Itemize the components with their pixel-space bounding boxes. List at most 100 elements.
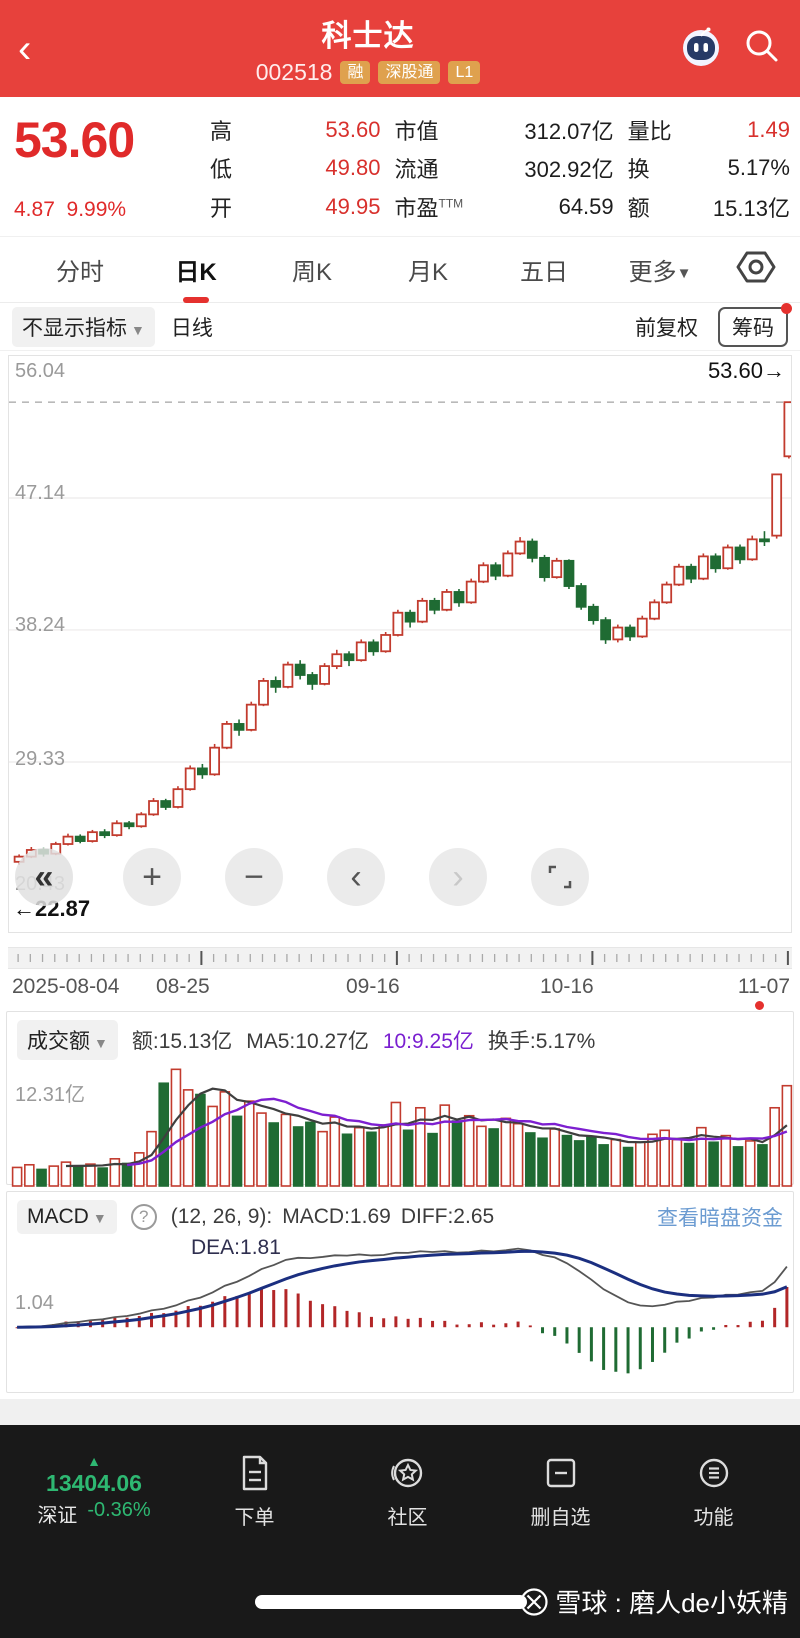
stat-value: 1.49	[747, 117, 790, 143]
macd-svg	[15, 1247, 789, 1374]
stat-label: 市值	[394, 119, 439, 145]
chevron-down-icon: ▼	[131, 321, 145, 338]
pan-right-button[interactable]: ›	[429, 848, 487, 906]
axis-grid-label: 29.33	[15, 748, 66, 770]
menu-circle-icon	[699, 1458, 728, 1487]
nav-item-place-order[interactable]: 下单	[178, 1453, 331, 1530]
stat-value: 15.13亿	[712, 195, 790, 221]
diff-value: DIFF:2.65	[400, 1205, 495, 1228]
index-name: 深证	[37, 1505, 78, 1527]
stat-value: 49.80	[325, 155, 381, 181]
indicator-dropdown[interactable]: 不显示指标 ▼	[12, 306, 155, 347]
date-axis: 2025-08-04 08-25 09-16 10-16 11-07	[8, 969, 792, 1010]
stat-value: 302.92亿	[524, 157, 614, 183]
volume-svg	[11, 1068, 793, 1187]
adjust-mode-button[interactable]: 前复权	[635, 316, 698, 340]
volume-ma5: MA5:10.27亿	[246, 1030, 369, 1053]
period-label: 日线	[170, 316, 213, 340]
volume-indicator-dropdown[interactable]: 成交额 ▼	[17, 1020, 118, 1060]
macd-indicator-dropdown[interactable]: MACD ▼	[17, 1200, 117, 1234]
zoom-out-button[interactable]: −	[225, 848, 283, 906]
assistant-robot-icon[interactable]	[678, 23, 724, 74]
pan-left-button[interactable]: ‹	[327, 848, 385, 906]
date-label: 08-25	[156, 975, 210, 998]
volume-axis-label: 12.31亿	[15, 1084, 86, 1106]
index-change: -0.36%	[87, 1499, 151, 1521]
tab-five-day[interactable]: 五日	[520, 259, 568, 286]
current-price-label: 53.60→	[707, 358, 785, 383]
app-header: ‹ 科士达 002518 融 深股通 L1	[0, 0, 800, 97]
axis-grid-label: 38.24	[15, 614, 66, 636]
stat-label: 流通	[394, 157, 439, 183]
stat-value: 5.17%	[727, 155, 790, 181]
help-icon[interactable]: ?	[130, 1204, 157, 1230]
section-divider	[0, 1399, 800, 1425]
connect-badge: 深股通	[378, 60, 441, 85]
home-indicator[interactable]	[255, 1595, 527, 1609]
date-label: 09-16	[346, 975, 400, 998]
quote-summary: 53.60 4.87 9.99% 高 53.60 市值 312.07亿 量比 1.49…	[0, 97, 800, 237]
order-document-icon	[242, 1455, 267, 1490]
axis-max-label: 56.04	[15, 360, 66, 382]
stat-label: 高	[210, 119, 233, 145]
fullscreen-icon	[548, 865, 572, 889]
nav-item-community[interactable]: 社区	[331, 1453, 484, 1530]
header-title-block: 科士达 002518 融 深股通 L1	[58, 11, 678, 86]
zoom-in-button[interactable]: +	[123, 848, 181, 906]
latest-date-dot	[755, 1001, 764, 1010]
watermark: 雪球 : 磨人de小妖精	[519, 1583, 788, 1620]
xueqiu-logo-icon	[520, 1587, 549, 1616]
chip-distribution-button[interactable]: 筹码	[718, 302, 792, 347]
back-icon[interactable]: ‹	[18, 26, 32, 71]
fullscreen-button[interactable]	[531, 848, 589, 906]
index-value: 13404.06	[46, 1470, 142, 1496]
macd-value: MACD:1.69	[282, 1205, 391, 1228]
turnover-rate: 换手:5.17%	[487, 1030, 596, 1053]
tab-monthly-k[interactable]: 月K	[407, 259, 448, 286]
chevron-down-icon: ▼	[94, 1035, 108, 1051]
stat-label: 换	[627, 157, 650, 183]
level-badge: L1	[448, 60, 481, 85]
macd-axis-label: 1.04	[15, 1292, 54, 1314]
date-label: 10-16	[540, 975, 594, 998]
bottom-nav: ▲ 13404.06 深证 -0.36% 下单 社区 删自选	[0, 1425, 800, 1638]
candlestick-svg	[9, 401, 795, 865]
last-price: 53.60	[14, 112, 135, 168]
stat-label: 低	[210, 157, 233, 183]
tab-minute[interactable]: 分时	[56, 259, 104, 286]
stat-label: 开	[210, 195, 233, 221]
stat-value: 53.60	[325, 117, 381, 143]
macd-panel[interactable]: MACD ▼ ? (12, 26, 9): MACD:1.69 DIFF:2.65…	[6, 1191, 794, 1393]
notification-dot	[781, 302, 792, 314]
stat-value: 312.07亿	[524, 119, 614, 145]
chart-toolbar: 不显示指标 ▼ 日线 前复权 筹码	[0, 302, 800, 351]
minus-square-icon	[546, 1458, 575, 1487]
tab-daily-k[interactable]: 日K	[138, 252, 254, 303]
index-up-arrow-icon: ▲	[87, 1453, 101, 1469]
jump-to-start-button[interactable]: «	[15, 848, 73, 906]
volume-panel[interactable]: 成交额 ▼ 额:15.13亿 MA5:10.27亿 10:9.25亿 换手:5.1…	[6, 1011, 794, 1187]
community-star-icon	[390, 1458, 422, 1487]
index-quote-button[interactable]: ▲ 13404.06 深证 -0.36%	[10, 1454, 178, 1528]
date-label: 2025-08-04	[12, 975, 120, 998]
stat-value: 64.59	[558, 193, 614, 219]
stock-name: 科士达	[321, 20, 415, 53]
macd-params: (12, 26, 9):	[170, 1205, 273, 1228]
margin-badge: 融	[340, 60, 371, 85]
axis-grid-label: 47.14	[15, 482, 66, 504]
stock-code: 002518	[255, 59, 333, 85]
chart-settings-icon[interactable]	[734, 245, 778, 294]
nav-item-remove-watchlist[interactable]: 删自选	[484, 1453, 637, 1530]
candlestick-chart[interactable]: 56.04 53.60→ 47.14 38.24 29.33 20.43 ←22…	[8, 355, 795, 933]
stat-label: 市盈TTM	[394, 195, 464, 221]
search-icon[interactable]	[742, 26, 782, 71]
chart-scrollbar[interactable]	[8, 947, 792, 969]
dark-pool-link[interactable]: 查看暗盘资金	[657, 1207, 783, 1230]
quote-stats-grid: 高 53.60 市值 312.07亿 量比 1.49 低 49.80 流通 302.92亿…	[210, 111, 790, 226]
dea-value: DEA:1.81	[191, 1236, 281, 1259]
stat-label: 额	[627, 195, 650, 221]
tab-weekly-k[interactable]: 周K	[291, 259, 332, 286]
tab-more[interactable]: 更多▼	[628, 259, 692, 286]
nav-item-functions[interactable]: 功能	[637, 1453, 790, 1530]
